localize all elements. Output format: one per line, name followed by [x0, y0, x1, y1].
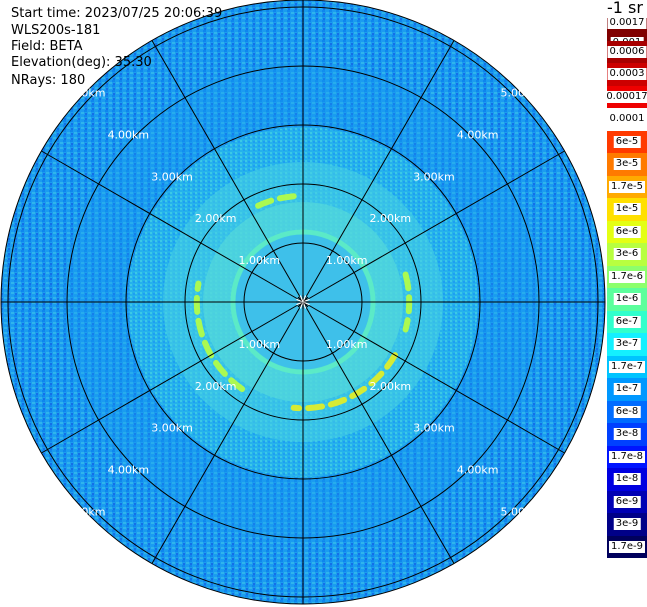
colorbar-tick-label: 1e-7 — [613, 383, 641, 396]
colorbar-tick-label: 1.7e-9 — [608, 540, 646, 553]
colorbar-tick-label: 1.7e-6 — [608, 270, 646, 283]
colorbar-tick-label: 0.00017 — [604, 90, 647, 103]
radar-center — [296, 295, 310, 309]
colorbar-cell: 1e-5 — [607, 198, 647, 221]
instrument-name: WLS200s-181 — [11, 23, 101, 38]
ring-label-3-sw: 3.00km — [151, 422, 193, 435]
colorbar-tick-label: 1.7e-8 — [608, 450, 646, 463]
ring-label-1-nw: 1.00km — [239, 254, 281, 267]
ring-label-4-nw: 4.00km — [108, 128, 150, 141]
colorbar-cell: 6e-9 — [607, 490, 647, 513]
colorbar-cell: 0.0006 — [607, 40, 647, 63]
colorbar-tick-label: 1e-5 — [613, 203, 641, 216]
ring-label-4-se: 4.00km — [457, 464, 499, 477]
ring-label-1-se: 1.00km — [326, 338, 368, 351]
colorbar-tick-label: 0.0017 — [607, 16, 647, 29]
colorbar-tick-label: 3e-5 — [613, 158, 641, 171]
colorbar-tick-label: 6e-8 — [613, 405, 641, 418]
ring-label-3-ne: 3.00km — [413, 170, 455, 183]
colorbar-cell: 6e-6 — [607, 220, 647, 243]
azimuth-spoke-300 — [41, 150, 304, 303]
colorbar-cell: 0.0003 — [607, 63, 647, 86]
ring-label-2-ne: 2.00km — [370, 212, 412, 225]
colorbar-cell: 1.7e-6 — [607, 265, 647, 288]
colorbar-tick-label: 0.0001 — [607, 113, 647, 126]
colorbar-cell: 1e-8 — [607, 468, 647, 491]
colorbar-tick-label: 1e-6 — [613, 293, 641, 306]
ring-label-4-sw: 4.00km — [108, 464, 150, 477]
ring-label-4-ne: 4.00km — [457, 128, 499, 141]
colorbar-tick-label: 3e-6 — [613, 248, 641, 261]
colorbar-tick-label: 1.7e-5 — [608, 180, 646, 193]
azimuth-spoke-210 — [151, 301, 304, 564]
colorbar-cell: 3e-5 — [607, 153, 647, 176]
colorbar-tick-label: 3e-7 — [613, 338, 641, 351]
ring-label-5-sw: 5.00km — [64, 506, 106, 519]
ring-label-5-nw: 5.00km — [64, 86, 106, 99]
colorbar-cell: 1.7e-7 — [607, 355, 647, 378]
nrays-count: NRays: 180 — [11, 73, 86, 88]
colorbar-tick-label: 6e-7 — [613, 315, 641, 328]
start-time: Start time: 2023/07/25 20:06:39 — [11, 6, 223, 21]
aerosol-arc-3 — [193, 280, 246, 392]
colorbar-cell: 3e-6 — [607, 243, 647, 266]
colorbar-cell: 0.00017 — [604, 85, 647, 108]
colorbar-cell: 3e-7 — [607, 333, 647, 356]
ring-label-5-ne: 5.00km — [501, 86, 543, 99]
colorbar-cell: 1e-7 — [607, 378, 647, 401]
ring-label-2-nw: 2.00km — [195, 212, 237, 225]
colorbar-cell: 3e-8 — [607, 423, 647, 446]
colorbar-tick-label: 0.0006 — [607, 45, 647, 58]
azimuth-spoke-60 — [302, 150, 565, 303]
ring-label-2-se: 2.00km — [370, 380, 412, 393]
azimuth-spoke-330 — [151, 40, 304, 303]
colorbar-cell: 1.7e-9 — [607, 535, 647, 558]
colorbar-tick-label: 1.7e-7 — [608, 360, 646, 373]
colorbar-units: -1 sr — [607, 0, 643, 17]
field-name: Field: BETA — [11, 39, 83, 54]
colorbar-tick-label: 3e-8 — [613, 428, 641, 441]
colorbar-cell: 1.7e-5 — [607, 175, 647, 198]
colorbar-cell: 1e-6 — [607, 288, 647, 311]
aerosol-arc-2 — [290, 352, 398, 412]
colorbar-cell: 0.0001 — [607, 108, 647, 131]
ring-label-5-se: 5.00km — [501, 506, 543, 519]
ring-label-3-se: 3.00km — [413, 422, 455, 435]
azimuth-spoke-30 — [302, 40, 455, 303]
ring-label-2-sw: 2.00km — [195, 380, 237, 393]
colorbar-tick-label: 6e-5 — [613, 135, 641, 148]
azimuth-spoke-120 — [302, 301, 565, 454]
colorbar-cell: 6e-8 — [607, 400, 647, 423]
azimuth-spoke-150 — [302, 301, 455, 564]
azimuth-spoke-240 — [41, 301, 304, 454]
colorbar-tick-label: 6e-9 — [613, 495, 641, 508]
colorbar-cell: 1.7e-8 — [607, 445, 647, 468]
colorbar-cell: 6e-5 — [607, 130, 647, 153]
colorbar-tick-label: 3e-9 — [613, 518, 641, 531]
ring-label-1-sw: 1.00km — [239, 338, 281, 351]
center-ray — [299, 295, 304, 303]
colorbar-cell: 3e-9 — [607, 513, 647, 536]
ring-label-1-ne: 1.00km — [326, 254, 368, 267]
colorbar-tick-label: 6e-6 — [613, 225, 641, 238]
ring-label-3-nw: 3.00km — [151, 170, 193, 183]
colorbar-cell: 6e-7 — [607, 310, 647, 333]
colorbar-tick-label: 0.0003 — [607, 68, 647, 81]
colorbar-tick-label: 1e-8 — [613, 473, 641, 486]
elevation-angle: Elevation(deg): 35.30 — [11, 55, 152, 70]
aerosol-arc-5 — [255, 193, 297, 209]
